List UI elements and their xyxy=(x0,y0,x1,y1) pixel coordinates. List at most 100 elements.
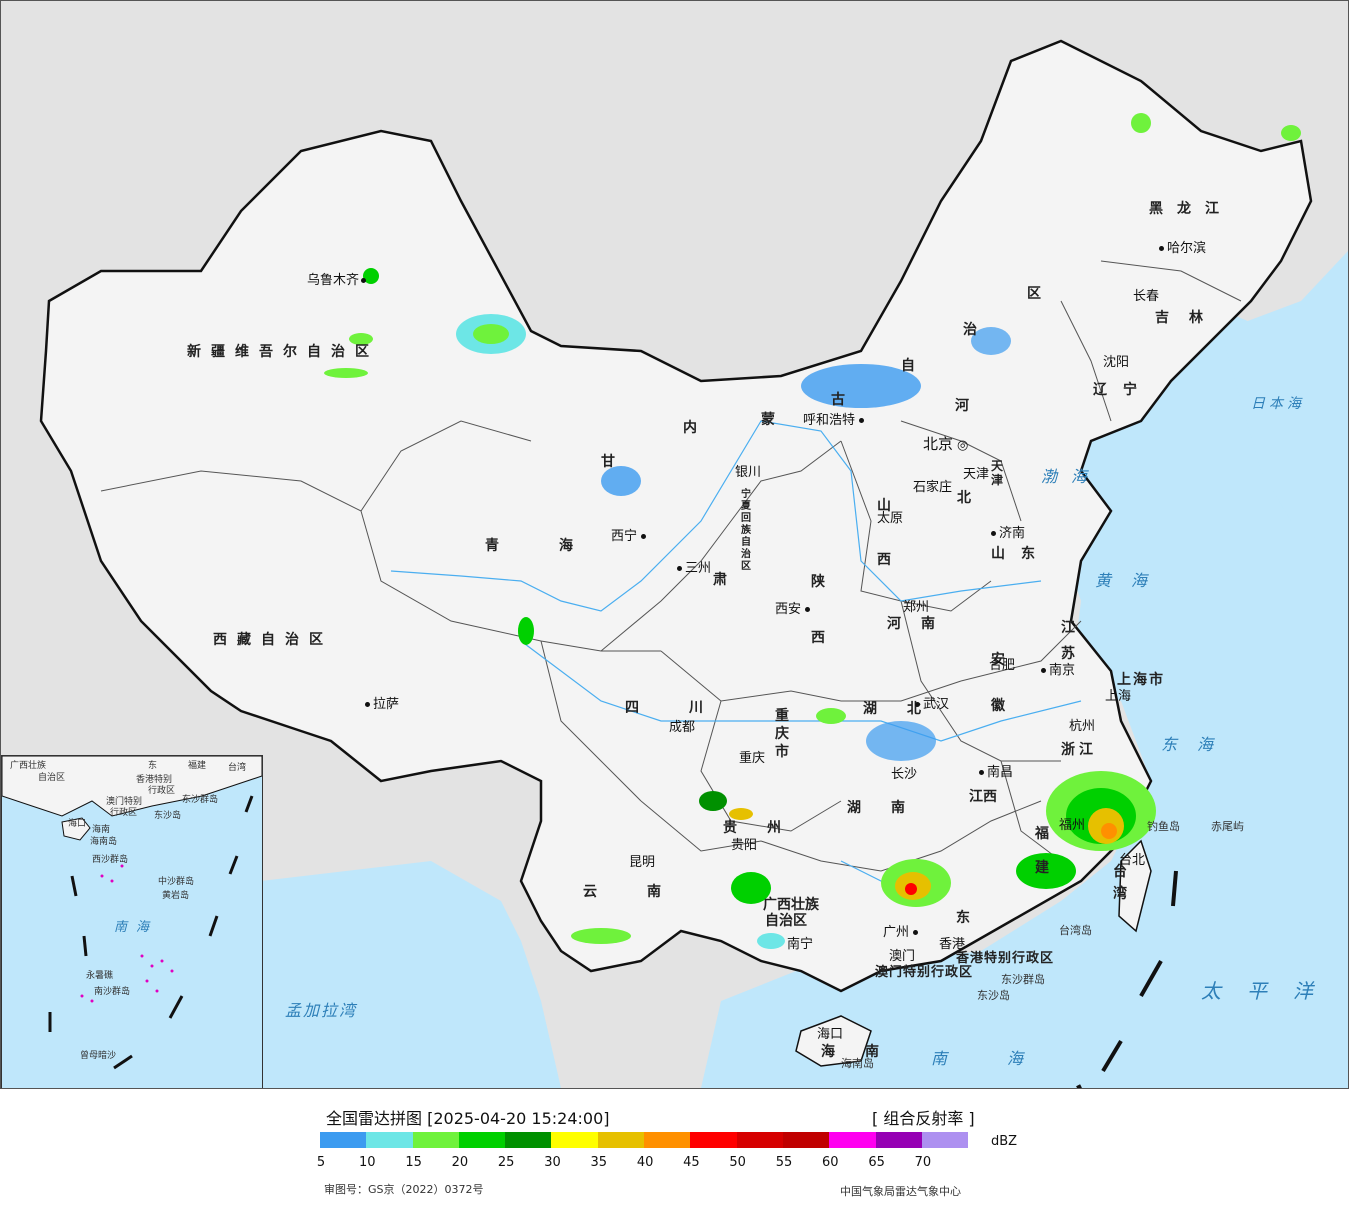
province-yunnan: 云南 xyxy=(583,884,711,900)
colorbar-tick: 35 xyxy=(590,1155,608,1170)
island-dongsha: 东沙岛 xyxy=(977,989,1010,1002)
province-hainan: 海南 xyxy=(821,1044,909,1060)
colorbar-tick: 10 xyxy=(359,1155,376,1170)
island-hainan: 海南岛 xyxy=(841,1057,874,1070)
city-shijiazhuang: 石家庄 xyxy=(913,480,953,495)
sea-japan: 日本海 xyxy=(1251,396,1305,412)
province-guangdong: 东 xyxy=(956,910,980,926)
inset-label-14: 西沙群岛 xyxy=(92,855,129,865)
colorbar-swatch xyxy=(412,1132,459,1148)
province-guizhou: 贵州 xyxy=(723,820,811,836)
japan-sea xyxy=(1221,251,1348,561)
city-lanzhou: 三州 xyxy=(677,557,711,576)
province-neimenggu-qu: 区 xyxy=(1027,286,1051,302)
province-chongqing: 重庆市 xyxy=(775,708,789,760)
island-dongsha-qundao: 东沙群岛 xyxy=(1001,973,1045,986)
province-guangxi-2: 自治区 xyxy=(765,913,807,929)
sea-bengal: 孟加拉湾 xyxy=(285,1001,358,1020)
province-tianjin: 天津 xyxy=(991,459,1004,487)
city-chengdu: 成都 xyxy=(669,720,696,735)
province-hunan: 湖南 xyxy=(847,800,935,816)
inset-label-0: 广西壮族 xyxy=(10,761,47,771)
inset-label-13: 海南岛 xyxy=(90,837,118,847)
province-shandong: 山东 xyxy=(991,546,1051,562)
colorbar-ticks: 5 10 15 20 25 30 35 40 45 50 55 60 65 70 xyxy=(316,1155,960,1173)
colorbar-tick: 65 xyxy=(868,1155,885,1170)
inset-label-16: 黄岩岛 xyxy=(162,891,190,901)
province-sichuan: 四川 xyxy=(625,700,753,716)
boundary-dashes xyxy=(1076,870,1178,1088)
colorbar-tick: 45 xyxy=(683,1155,700,1170)
province-xinjiang: 新疆维吾尔自治区 xyxy=(187,344,379,360)
inset-label-12: 海南 xyxy=(92,825,111,835)
city-shanghai: 上海 xyxy=(1105,689,1132,704)
inset-label-21: 曾母暗沙 xyxy=(80,1051,117,1061)
city-guangzhou: 广州 xyxy=(883,921,921,940)
colorbar-swatch xyxy=(736,1132,783,1148)
inset-label-7: 东沙群岛 xyxy=(182,795,219,805)
colorbar-tick: 60 xyxy=(822,1155,839,1170)
inset-label-5: 香港特别 xyxy=(136,775,173,785)
colorbar-swatch xyxy=(690,1132,737,1148)
city-nanchang: 南昌 xyxy=(979,761,1013,780)
radar-map[interactable]: 新疆维吾尔自治区 西藏自治区 青海 甘 肃 四川 云南 贵州 广西壮族 自治区 … xyxy=(0,0,1349,1089)
colorbar-tick: 5 xyxy=(316,1155,326,1170)
city-beijing: 北京 ◎ xyxy=(923,435,969,453)
agency-name: 中国气象局雷达气象中心 xyxy=(840,1185,961,1198)
inset-islands xyxy=(80,864,174,1003)
inset-label-20: 南沙群岛 xyxy=(94,987,131,997)
province-neimenggu-nei: 内 xyxy=(683,420,707,436)
city-kunming: 昆明 xyxy=(629,855,656,870)
inset-canvas xyxy=(2,756,262,1070)
province-liaoning: 辽宁 xyxy=(1093,382,1153,398)
province-xianggang: 香港特别行政区 xyxy=(956,951,1055,966)
colorbar-swatch xyxy=(644,1132,691,1148)
inset-dashes xyxy=(48,795,254,1070)
island-diaoyu: 钓鱼岛 xyxy=(1147,820,1180,833)
inset-label-6: 行政区 xyxy=(148,786,176,796)
city-urumqi: 乌鲁木齐 xyxy=(307,269,369,288)
province-neimenggu-zhi: 治 xyxy=(963,322,987,338)
province-qinghai: 青海 xyxy=(485,538,633,554)
province-henan: 河南 xyxy=(887,616,955,632)
city-haerbin: 哈尔滨 xyxy=(1159,237,1206,256)
colorbar-swatch xyxy=(875,1132,922,1148)
city-taiyuan: 太原 xyxy=(877,511,904,526)
inset-label-11: 海口 xyxy=(68,819,87,829)
inset-label-4: 台湾 xyxy=(228,763,247,773)
province-fujian: 福建 xyxy=(1035,826,1049,876)
province-taiwan: 台湾 xyxy=(1113,864,1127,902)
colorbar-swatch xyxy=(597,1132,645,1148)
city-haikou: 海口 xyxy=(817,1027,844,1042)
colorbar-tick: 40 xyxy=(636,1155,654,1170)
inset-label-8: 澳门特别 xyxy=(106,797,143,807)
review-number: 审图号：GS京（2022）0372号 xyxy=(324,1183,484,1196)
city-huhehaote: 呼和浩特 xyxy=(803,409,867,428)
province-gansu: 甘 xyxy=(601,454,625,470)
province-ningxia: 宁夏回族自治区 xyxy=(741,489,751,572)
province-neimenggu-gu: 古 xyxy=(831,392,855,408)
colorbar-swatch xyxy=(458,1132,506,1148)
province-hebei-he: 河 xyxy=(955,398,979,414)
province-xizang: 西藏自治区 xyxy=(213,632,333,648)
legend-product: [ 组合反射率 ] xyxy=(872,1109,975,1128)
inset-mainland xyxy=(2,756,262,817)
inset-label-2: 东 xyxy=(148,761,158,771)
province-shanxi: 山西 xyxy=(877,498,891,568)
province-borders xyxy=(100,260,1242,872)
inset-label-18: 海 xyxy=(136,920,150,935)
colorbar-swatch xyxy=(551,1132,598,1148)
province-zhejiang: 浙江 xyxy=(1061,742,1097,758)
city-chongqing: 重庆 xyxy=(739,751,766,766)
colorbar-tick: 15 xyxy=(405,1155,422,1170)
city-lhasa: 拉萨 xyxy=(365,693,399,712)
city-aomen: 澳门 xyxy=(889,949,916,964)
sea-east: 东海 xyxy=(1161,735,1234,754)
city-shenyang: 沈阳 xyxy=(1103,355,1130,370)
map-canvas xyxy=(39,39,1348,1088)
sea-bohai: 渤海 xyxy=(1041,467,1102,486)
colorbar-tick: 70 xyxy=(914,1155,932,1170)
legend-title: 全国雷达拼图 [2025-04-20 15:24:00] xyxy=(326,1109,610,1128)
province-hebei: 北 xyxy=(957,490,981,506)
inset-label-1: 自治区 xyxy=(38,773,66,783)
